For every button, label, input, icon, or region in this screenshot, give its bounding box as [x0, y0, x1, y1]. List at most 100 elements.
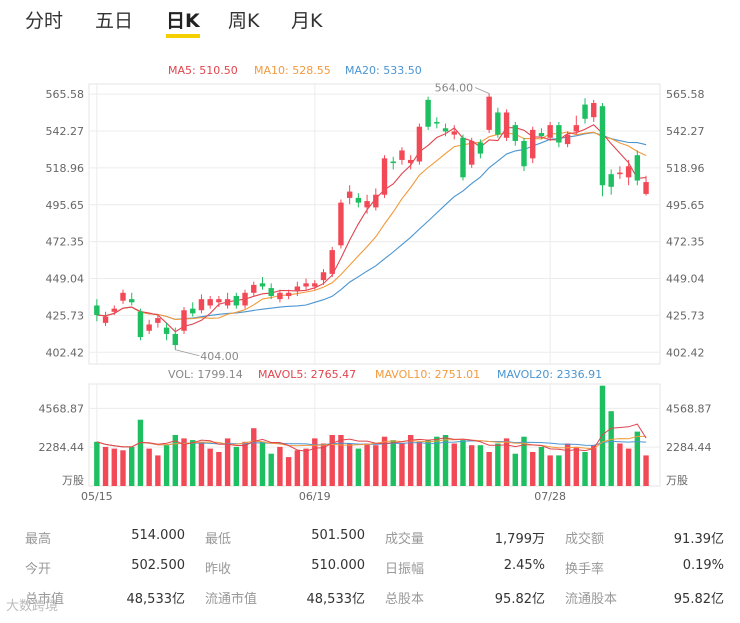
candle-body	[643, 182, 649, 194]
volume-bar	[564, 443, 571, 486]
volume-bar	[111, 448, 117, 486]
volume-bar	[556, 455, 562, 486]
stat-value: 48,533亿	[306, 592, 366, 607]
stat-label: 流通市值	[205, 592, 258, 607]
candle-body	[111, 308, 117, 312]
volume-bar	[530, 452, 536, 486]
price-tick-right: 449.04	[666, 273, 705, 286]
volume-bar	[233, 446, 240, 486]
candle-body	[320, 272, 327, 281]
stat-value: 91.39亿	[673, 532, 724, 547]
volume-bar	[312, 438, 318, 486]
candle-body	[608, 174, 614, 187]
candle-body	[303, 283, 309, 287]
price-tick-right: 402.42	[666, 346, 705, 359]
volume-tick-right: 4568.87	[666, 402, 712, 415]
price-tick-left: 518.96	[46, 162, 85, 175]
candle-body	[190, 308, 196, 314]
stat-label: 日振幅	[385, 562, 425, 577]
stat-value: 510.000	[311, 558, 365, 573]
candle-body	[94, 305, 100, 315]
ma20-line	[96, 132, 647, 320]
candle-body	[129, 299, 135, 303]
tab-weekly-k[interactable]: 周K	[228, 10, 260, 32]
volume-bar	[251, 428, 257, 486]
volume-bar	[346, 443, 353, 486]
volume-bar	[468, 445, 475, 486]
volume-bar	[207, 448, 213, 486]
volume-bar	[163, 445, 170, 486]
tab-daily-k[interactable]: 日K	[166, 6, 200, 38]
price-tick-right: 542.27	[666, 125, 705, 138]
candle-body	[120, 292, 126, 301]
stat-label: 最低	[205, 532, 232, 547]
volume-bar	[338, 435, 344, 486]
volume-tick-right: 万股	[666, 474, 688, 487]
candle-body	[591, 102, 597, 118]
volume-bar	[285, 457, 292, 486]
candle-body	[451, 131, 457, 135]
price-tick-right: 472.35	[666, 236, 705, 249]
candle-body	[242, 292, 248, 306]
volume-bar	[599, 385, 606, 486]
volume-bar	[547, 455, 553, 486]
tab-minute[interactable]: 分时	[25, 10, 64, 32]
stat-value: 95.82亿	[494, 592, 545, 607]
volume-bar	[277, 446, 283, 486]
volume-bar	[129, 446, 135, 486]
volume-bar	[477, 445, 484, 486]
candle-body	[181, 310, 187, 331]
candle-body	[224, 299, 231, 306]
candle-body	[373, 194, 379, 208]
volume-bar	[591, 445, 597, 486]
candle-body	[338, 202, 344, 246]
volume-bar	[407, 435, 414, 486]
candle-body	[468, 140, 475, 165]
volume-bar	[617, 443, 623, 486]
candle-body	[617, 172, 623, 175]
volume-tick-left: 4568.87	[39, 402, 85, 415]
price-tick-right: 495.65	[666, 199, 705, 212]
volume-bar	[416, 441, 423, 486]
volume-bar	[425, 440, 431, 486]
candle-body	[521, 140, 527, 167]
price-tick-left: 425.73	[46, 309, 85, 322]
volume-bar	[460, 440, 466, 486]
stat-value: 48,533亿	[126, 592, 186, 607]
volume-bar	[268, 453, 274, 486]
volume-bar	[364, 443, 370, 486]
ma5-line	[96, 124, 647, 333]
volume-bar	[181, 438, 187, 486]
volume-bar	[190, 440, 196, 486]
volume-bar	[303, 448, 309, 486]
candle-body	[416, 126, 423, 162]
stat-value: 514.000	[131, 528, 185, 543]
candle-body	[495, 112, 501, 135]
volume-ma-lines	[96, 423, 647, 452]
tab-five-day[interactable]: 五日	[95, 10, 134, 32]
candle-body	[216, 299, 222, 303]
volume-bar	[146, 448, 152, 486]
ma10-line	[96, 131, 647, 320]
volume-bar	[355, 448, 362, 486]
kline-chart: MA5: 510.50 MA10: 528.55 MA20: 533.50 56…	[39, 64, 712, 503]
stat-value: 2.45%	[503, 558, 545, 573]
volume-bar	[643, 455, 649, 486]
tab-monthly-k[interactable]: 月K	[291, 10, 323, 32]
price-tick-right: 425.73	[666, 309, 705, 322]
candle-body	[102, 316, 109, 323]
ma-lines	[96, 124, 647, 333]
high-annotation: 564.00	[435, 81, 474, 94]
candle-body	[146, 324, 152, 331]
volume-tick-left: 万股	[62, 474, 84, 487]
legend-ma5: MA5: 510.50	[168, 64, 238, 77]
price-annotations: 564.00 404.00	[175, 81, 490, 363]
date-tick: 06/19	[299, 490, 331, 503]
candle-body	[285, 292, 292, 296]
volume-bar	[198, 441, 205, 486]
stat-label: 流通股本	[565, 592, 618, 607]
candle-body	[634, 155, 641, 181]
volume-bar	[538, 446, 545, 486]
price-axis-left: 565.58 542.27 518.96 495.65 472.35 449.04 425.…	[46, 88, 85, 359]
mavol5-line	[96, 423, 647, 452]
